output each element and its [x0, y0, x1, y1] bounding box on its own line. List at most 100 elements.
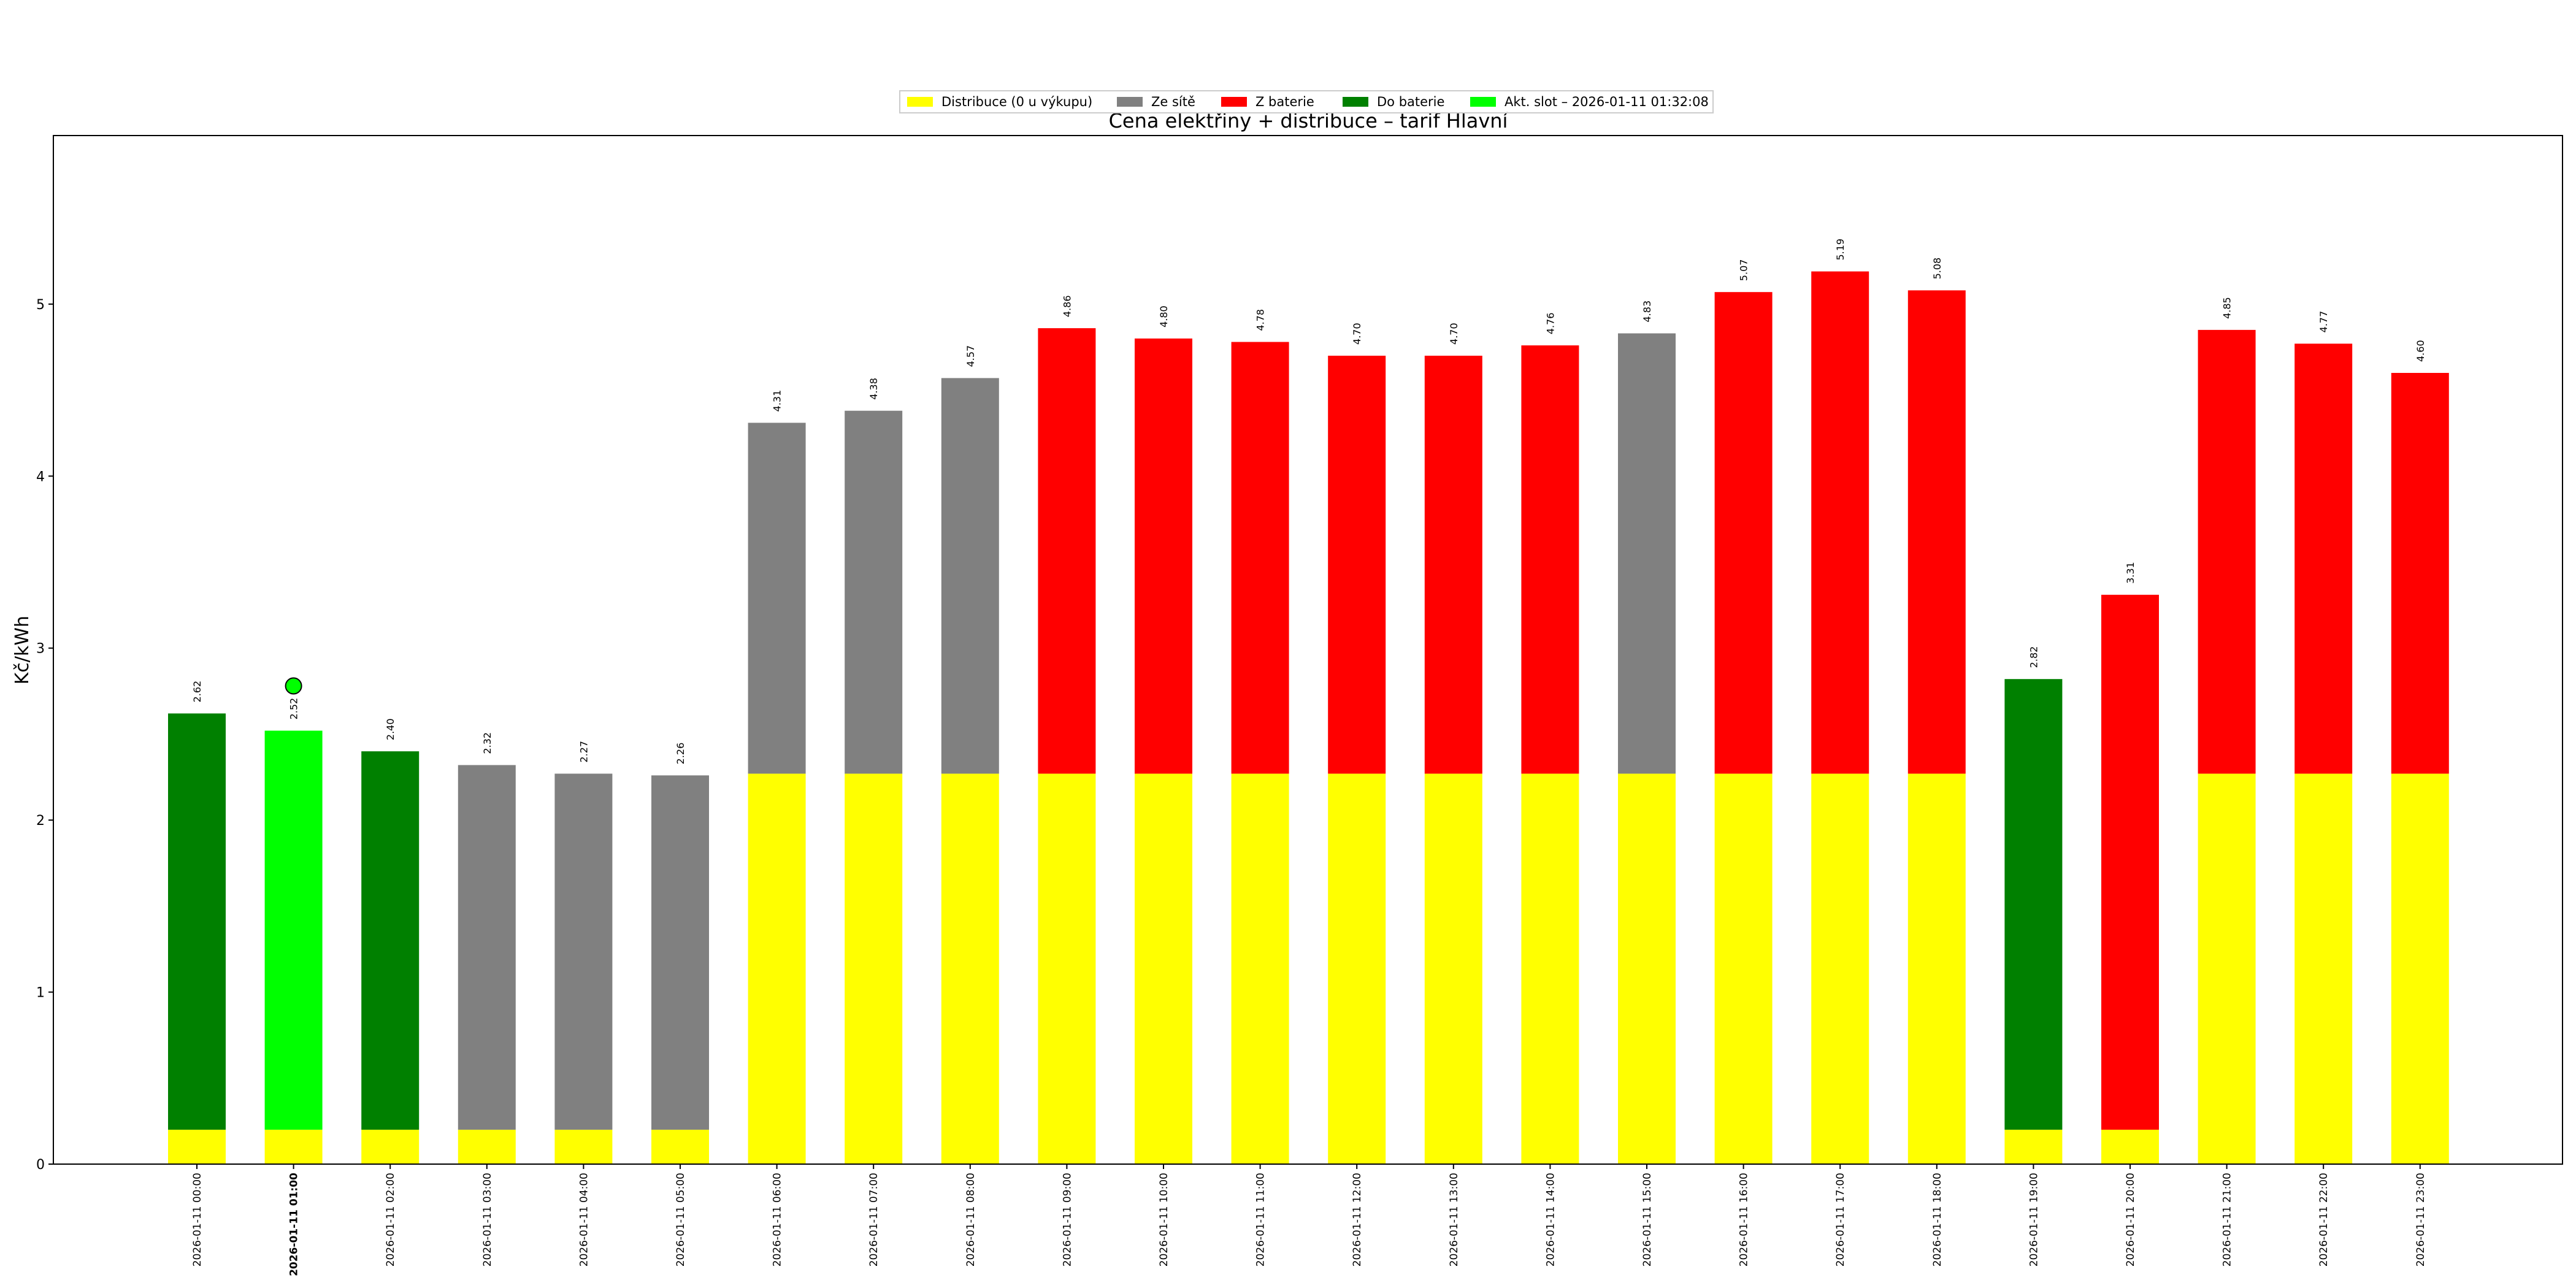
bar-value-label: 2.32: [481, 732, 493, 754]
bar-energy-do-baterie: [2004, 679, 2063, 1130]
x-tick-label: 2026-01-11 14:00: [1544, 1173, 1557, 1267]
y-axis: 0 1 2 3 4 5: [36, 297, 53, 1173]
legend-swatch-do-baterie: [1343, 97, 1368, 107]
bar-distribution: [264, 1129, 323, 1164]
legend-items: Distribuce (0 u výkupu) Ze sítě Z baterie D…: [907, 94, 1709, 109]
bar-distribution: [1424, 773, 1482, 1164]
bar-energy-z-baterie: [1424, 355, 1482, 774]
x-axis: 2026-01-11 00:00 2026-01-11 01:00 2026-01-…: [191, 1164, 2427, 1276]
bar-distribution: [1907, 773, 1966, 1164]
bar-energy-z-baterie: [2101, 594, 2159, 1130]
x-tick-label: 2026-01-11 23:00: [2415, 1173, 2427, 1267]
bar-distribution: [1714, 773, 1773, 1164]
bar-energy-akt-slot: [264, 730, 323, 1130]
legend-swatch-distribuce: [907, 97, 933, 107]
y-tick-label: 4: [36, 469, 45, 485]
x-tick-label: 2026-01-11 07:00: [868, 1173, 880, 1267]
bar-energy-ze-site: [748, 423, 806, 774]
bar-value-label: 2.62: [191, 681, 203, 703]
legend-label-do-baterie: Do baterie: [1377, 94, 1444, 109]
bar-value-label: 4.77: [2318, 311, 2329, 333]
bar-distribution: [941, 773, 999, 1164]
bar-value-label: 4.60: [2415, 340, 2426, 362]
bar-value-label: 4.76: [1544, 313, 1556, 335]
legend-swatch-z-baterie: [1221, 97, 1247, 107]
bar-energy-ze-site: [845, 410, 903, 774]
bar-distribution: [1038, 773, 1096, 1164]
x-tick-label: 2026-01-11 12:00: [1351, 1173, 1363, 1267]
bar-energy-ze-site: [458, 765, 516, 1130]
bar-energy-z-baterie: [1714, 292, 1773, 774]
bar-energy-z-baterie: [1907, 290, 1966, 774]
y-tick-label: 0: [36, 1157, 45, 1173]
bar-energy-z-baterie: [1038, 328, 1096, 774]
bar-energy-ze-site: [941, 378, 999, 774]
bar-energy-z-baterie: [1328, 355, 1386, 774]
bar-distribution: [1231, 773, 1289, 1164]
bar-distribution: [2198, 773, 2256, 1164]
bar-value-label: 5.08: [1931, 258, 1943, 280]
bar-distribution: [2294, 773, 2353, 1164]
x-tick-label: 2026-01-11 18:00: [1931, 1173, 1944, 1267]
x-tick-label: 2026-01-11 20:00: [2125, 1173, 2137, 1267]
y-tick-label: 1: [36, 986, 45, 1001]
bar-energy-z-baterie: [1811, 271, 1869, 774]
y-tick-label: 2: [36, 813, 45, 829]
x-tick-label: 2026-01-11 05:00: [675, 1173, 687, 1267]
bar-energy-z-baterie: [2294, 343, 2353, 774]
current-slot-marker: [285, 677, 302, 695]
x-tick-label: 2026-01-11 09:00: [1061, 1173, 1073, 1267]
bar-energy-z-baterie: [2198, 329, 2256, 774]
bar-labels-layer: 2.62 2.52 2.40 2.32 2.27 2.26 4.31 4.38 4.57 4.86…: [191, 239, 2426, 764]
x-tick-label: 2026-01-11 04:00: [578, 1173, 590, 1267]
bar-value-label: 4.83: [1641, 301, 1653, 323]
bar-distribution: [2101, 1129, 2159, 1164]
bar-energy-do-baterie: [361, 751, 420, 1130]
x-tick-label: 2026-01-11 15:00: [1641, 1173, 1654, 1267]
bar-value-label: 4.85: [2221, 297, 2233, 319]
marker-layer: [285, 677, 302, 695]
bar-distribution: [651, 1129, 709, 1164]
x-tick-label: 2026-01-11 03:00: [481, 1173, 494, 1267]
bar-distribution: [2004, 1129, 2063, 1164]
bars-layer: [168, 271, 2449, 1164]
bar-distribution: [1135, 773, 1192, 1164]
bar-distribution: [168, 1129, 226, 1164]
legend-swatch-ze-site: [1117, 97, 1143, 107]
bar-value-label: 4.70: [1351, 323, 1363, 345]
bar-energy-z-baterie: [1135, 338, 1192, 774]
bar-energy-z-baterie: [1231, 342, 1289, 774]
bar-distribution: [2391, 773, 2449, 1164]
bar-value-label: 4.70: [1448, 323, 1460, 345]
bar-value-label: 4.78: [1255, 309, 1267, 331]
bar-energy-ze-site: [1618, 333, 1676, 774]
bar-value-label: 2.26: [675, 743, 686, 765]
legend-box: [899, 90, 1714, 113]
x-tick-label: 2026-01-11 22:00: [2318, 1173, 2330, 1267]
legend-label-akt-slot: Akt. slot – 2026-01-11 01:32:08: [1505, 94, 1709, 109]
bar-value-label: 4.86: [1061, 295, 1073, 317]
x-tick-label: 2026-01-11 13:00: [1448, 1173, 1460, 1267]
x-tick-label: 2026-01-11 11:00: [1255, 1173, 1267, 1267]
bar-value-label: 4.80: [1158, 305, 1170, 328]
y-tick-label: 3: [36, 642, 45, 657]
bar-value-label: 5.19: [1834, 239, 1846, 261]
plot-frame: [53, 135, 2563, 1165]
bar-value-label: 5.07: [1738, 259, 1750, 282]
bar-distribution: [748, 773, 806, 1164]
x-tick-label: 2026-01-11 10:00: [1158, 1173, 1170, 1267]
bar-energy-ze-site: [554, 773, 613, 1130]
bar-energy-ze-site: [651, 775, 709, 1130]
bar-value-label: 2.52: [288, 698, 300, 720]
bar-value-label: 4.57: [965, 345, 976, 367]
bar-value-label: 2.27: [578, 741, 589, 763]
bar-distribution: [554, 1129, 613, 1164]
y-axis-label: Kč/kWh: [12, 616, 33, 684]
x-tick-label: 2026-01-11 19:00: [2028, 1173, 2040, 1267]
bar-energy-z-baterie: [1521, 345, 1579, 774]
bar-distribution: [1521, 773, 1579, 1164]
x-tick-label: 2026-01-11 17:00: [1834, 1173, 1847, 1267]
bar-distribution: [845, 773, 903, 1164]
bar-distribution: [1618, 773, 1676, 1164]
